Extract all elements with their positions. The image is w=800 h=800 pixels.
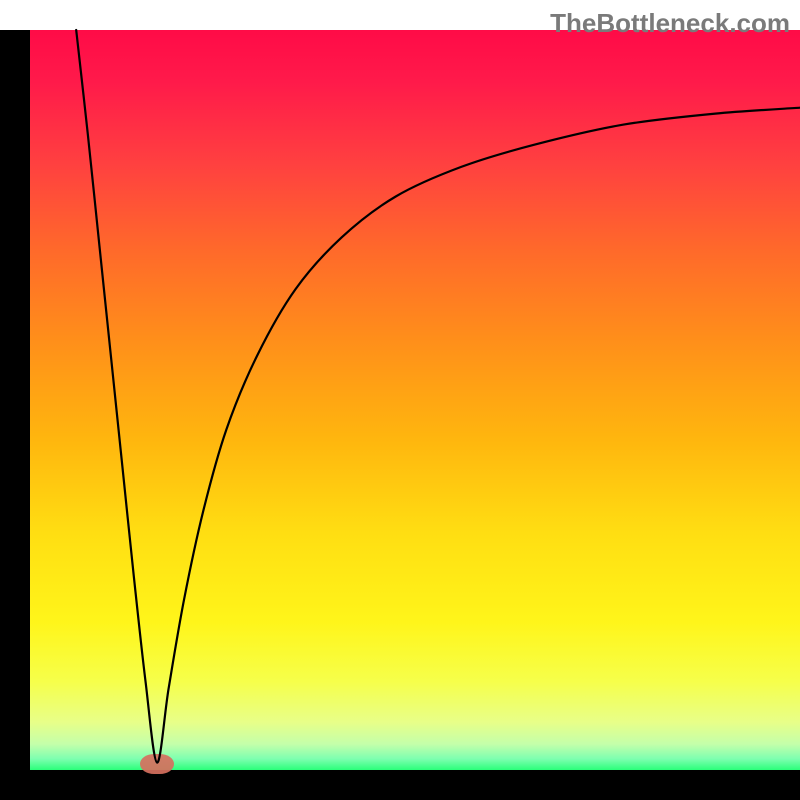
bottleneck-curve <box>0 0 800 800</box>
curve-path <box>76 30 800 763</box>
chart-container: TheBottleneck.com <box>0 0 800 800</box>
watermark-text: TheBottleneck.com <box>550 8 790 39</box>
